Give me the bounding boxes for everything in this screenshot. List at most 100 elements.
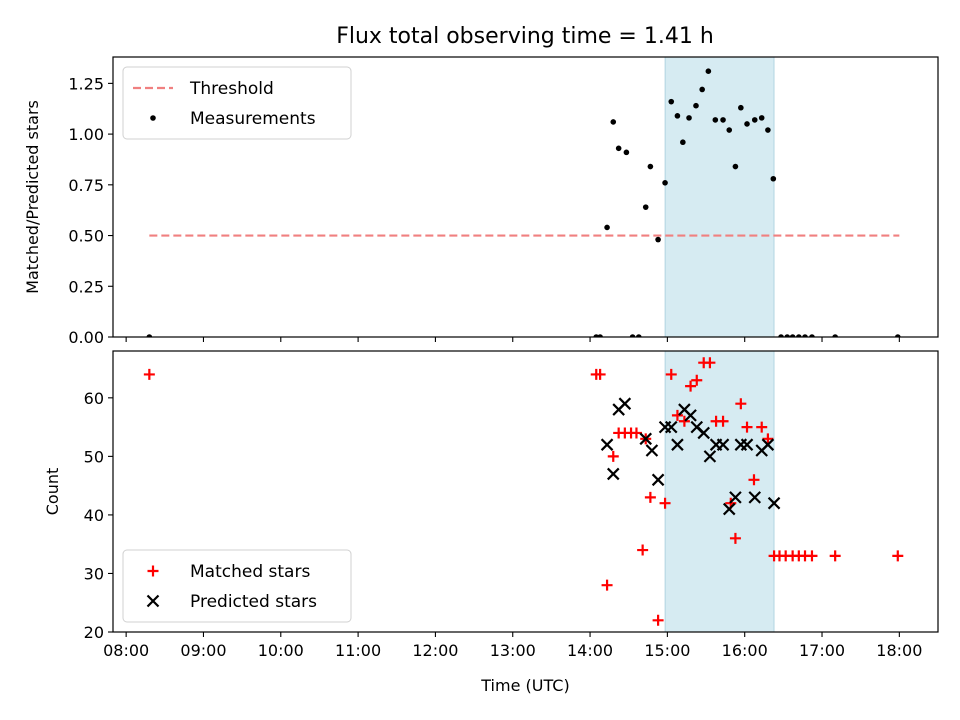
bottom-series0-point	[762, 433, 774, 445]
bottom-series0-point	[741, 421, 753, 433]
bottom-xtick-label: 18:00	[876, 641, 922, 660]
bottom-xtick-label: 14:00	[567, 641, 613, 660]
bottom-series0-point	[594, 368, 606, 380]
bottom-xtick-label: 13:00	[490, 641, 536, 660]
bottom-series0-point	[717, 415, 729, 427]
top-ytick-label: 1.25	[68, 74, 104, 93]
bottom-series1-point	[606, 467, 620, 481]
top-series0-point	[712, 117, 719, 123]
bottom-ytick-label: 60	[84, 389, 104, 408]
top-ytick-label: 0.25	[68, 277, 104, 296]
top-series0-point	[680, 139, 686, 146]
top-series0-point	[726, 127, 733, 133]
bottom-xtick-label: 08:00	[103, 641, 149, 660]
bottom-series0-point	[637, 544, 649, 556]
bottom-series0-point	[829, 550, 841, 562]
bottom-series1-point	[664, 420, 678, 434]
top-legend: Threshold Measurements	[122, 66, 352, 140]
bottom-series0-point	[685, 380, 697, 392]
bottom-data-layer	[143, 357, 904, 626]
bottom-series0-point	[704, 357, 716, 369]
top-series0-point	[796, 334, 802, 337]
bottom-ylabel: Count	[43, 468, 62, 516]
bottom-observing-window	[664, 350, 775, 633]
top-series0-point	[765, 127, 771, 133]
top-series0-point	[629, 334, 636, 337]
bottom-legend-box	[122, 549, 352, 623]
top-series0-point	[832, 334, 838, 337]
bottom-series1-point	[761, 438, 775, 451]
bottom-series0-point	[756, 421, 768, 433]
top-series0-point	[770, 175, 777, 182]
bottom-series1-point	[703, 450, 717, 463]
top-series0-point	[610, 119, 617, 125]
bottom-xtick-label: 16:00	[722, 641, 768, 660]
top-series0-point	[705, 68, 712, 75]
bottom-series0-point	[659, 497, 671, 509]
bottom-series1-point	[729, 491, 742, 504]
top-series0-point	[720, 117, 726, 123]
top-series0-point	[686, 115, 692, 121]
bottom-series0-point	[735, 398, 747, 410]
bottom-ytick-label: 50	[84, 447, 104, 466]
top-ylabel: Matched/Predicted stars	[23, 100, 42, 294]
bottom-series1-point	[618, 397, 632, 410]
top-series0-point	[615, 145, 622, 152]
top-series0-point	[642, 204, 649, 210]
bottom-ytick-label: 40	[84, 506, 104, 525]
top-ytick-label: 1.00	[68, 125, 104, 144]
bottom-series1-point	[748, 491, 762, 504]
bottom-ytick-label: 30	[84, 564, 104, 583]
top-series0-point	[635, 334, 642, 337]
bottom-panel: 20 30 40 50 60 08:00 09:00 10:00 11:00 12:00 13:00…	[43, 350, 939, 695]
bottom-series1-point	[740, 438, 754, 451]
top-series0-point	[758, 115, 765, 121]
top-ytick-label: 0.75	[68, 176, 104, 195]
top-axes-frame	[112, 56, 939, 338]
top-ytick-label: 0.50	[68, 227, 104, 246]
bottom-xtick-label: 15:00	[644, 641, 690, 660]
bottom-series0-point	[806, 550, 818, 562]
bottom-legend-label: Matched stars	[190, 562, 310, 582]
top-legend-box	[122, 66, 352, 140]
top-series0-point	[744, 121, 750, 127]
bottom-xtick-label: 09:00	[180, 641, 226, 660]
bottom-legend-key	[147, 565, 159, 577]
top-series0-point	[668, 98, 675, 105]
top-legend-label: Threshold	[189, 79, 274, 99]
bottom-series1-point	[645, 444, 659, 457]
bottom-axes-frame	[112, 350, 939, 633]
bottom-series0-point	[607, 450, 619, 462]
top-series0-point	[751, 117, 758, 123]
top-series0-point	[674, 113, 681, 119]
bottom-series1-point	[684, 409, 697, 422]
bottom-series1-point	[639, 432, 653, 446]
bottom-series1-point	[716, 438, 730, 451]
top-series0-point	[655, 236, 661, 243]
bottom-series0-point	[671, 409, 683, 421]
bottom-xtick-label: 11:00	[335, 641, 381, 660]
top-series0-point	[732, 163, 739, 170]
top-series0-point	[784, 334, 791, 337]
bottom-series1-point	[767, 496, 781, 510]
bottom-series0-point	[892, 550, 904, 562]
bottom-xtick-label: 10:00	[258, 641, 304, 660]
top-series0-point	[802, 334, 808, 337]
bottom-series0-point	[748, 474, 760, 486]
bottom-series1-point	[651, 473, 665, 487]
bottom-series0-point	[630, 427, 642, 439]
bottom-series0-point	[678, 415, 690, 427]
bottom-xtick-label: 12:00	[412, 641, 458, 660]
top-legend-key	[150, 115, 156, 121]
top-panel: 0.00 0.25 0.50 0.75 1.00 1.25 Matched/Predicte…	[23, 56, 939, 347]
top-ytick-label: 0.00	[68, 328, 104, 347]
top-series0-point	[597, 334, 603, 337]
bottom-series1-point	[697, 426, 710, 440]
bottom-series0-point	[143, 368, 155, 380]
top-series0-point	[623, 149, 630, 156]
top-series0-point	[699, 86, 705, 93]
top-series0-point	[662, 179, 668, 186]
bottom-xlabel: Time (UTC)	[480, 676, 569, 695]
top-series0-point	[738, 104, 744, 111]
